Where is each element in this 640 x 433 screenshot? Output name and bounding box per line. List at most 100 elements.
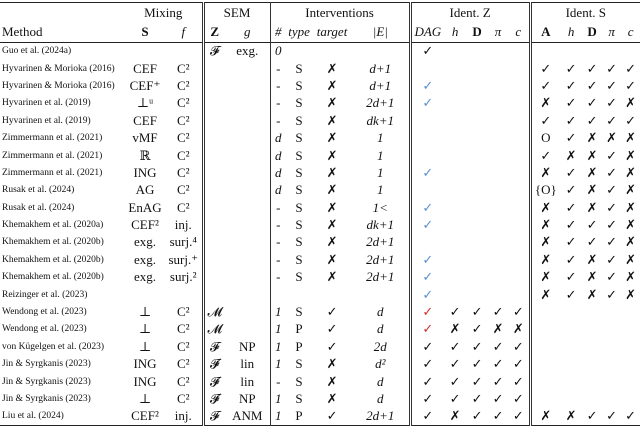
cell: ✓: [606, 147, 618, 163]
cell: [488, 147, 508, 164]
cell: [621, 356, 640, 373]
cell: exg.: [225, 42, 271, 60]
cell: C²: [165, 181, 205, 200]
cell: [488, 164, 508, 181]
cell: S: [295, 95, 303, 111]
cell: ⊥: [138, 304, 152, 320]
cell: [488, 251, 508, 268]
cell: 𝓕: [209, 338, 220, 354]
cell: [466, 251, 488, 268]
cell: [560, 43, 582, 60]
cell: [444, 199, 466, 216]
cell: ✗: [586, 164, 598, 180]
cell: ✓: [471, 304, 483, 320]
cell: dk+1: [352, 216, 412, 234]
cell: [488, 182, 508, 199]
cell: ✓: [508, 338, 532, 356]
cell: [466, 95, 488, 112]
cell: ✓: [586, 95, 598, 111]
cell: [225, 94, 271, 113]
cell: CEF²: [131, 408, 159, 424]
cell: ✗: [586, 251, 598, 267]
cell: C²: [165, 94, 205, 113]
cell: [582, 356, 602, 373]
cell: ✗: [326, 60, 338, 76]
cell: [530, 303, 560, 320]
cell: ✓: [606, 269, 618, 285]
cell: [560, 390, 582, 407]
cell: P: [295, 408, 303, 424]
cell: ✗: [540, 408, 552, 424]
cell: ✗: [508, 320, 532, 339]
cell: CEF⁺: [129, 77, 161, 93]
cell: 2d+1: [352, 94, 412, 113]
table-row: Zimmermann et al. (2021) ℝ C² d S ✗ 1 ✓ ✗ ✗ ✓ ✗: [0, 146, 640, 165]
cell: ✓: [565, 130, 577, 146]
cell: [225, 320, 271, 339]
cell: [125, 43, 165, 60]
method-cell: von Kügelgen et al. (2023): [2, 341, 105, 352]
cell: C²: [165, 303, 205, 321]
cell: [488, 286, 508, 303]
cell: [203, 269, 225, 286]
cell: [352, 42, 412, 60]
method-cell: Khemakhem et al. (2020b): [2, 254, 104, 265]
cell: [560, 338, 582, 355]
group-header: Ident. S: [565, 4, 607, 20]
cell: [225, 164, 271, 182]
group-header: Ident. Z: [410, 2, 532, 23]
table-row: Wendong et al. (2023) ⊥ C² 𝓜 1 P ✓ d ✓ ✗ ✓ ✗ ✗: [0, 320, 640, 339]
cell: ✗: [326, 373, 338, 389]
cell: -: [276, 251, 281, 267]
cell: [508, 216, 532, 234]
table-row: Jin & Syrgkanis (2023) ⊥ C² 𝓕̸ NP 1 S ✗ d ✓ ✓ ✓ ✓ ✓: [0, 390, 640, 408]
cell: [444, 147, 466, 164]
cell: ✗: [540, 217, 552, 233]
cell: C²: [165, 77, 205, 95]
cell: [602, 390, 621, 407]
cell: ✗: [449, 408, 461, 424]
cell: [352, 285, 412, 304]
table-row: Rusak et al. (2024) EnAG C² - S ✗ 1< ✓ ✗ ✓ ✗ ✓ ✗: [0, 199, 640, 217]
cell: ✓: [606, 164, 618, 180]
group-header: Interventions: [270, 2, 412, 23]
cell: [165, 285, 205, 304]
table-row: Khemakhem et al. (2020b) exg. surj.² - S ✗ 2d+…: [0, 268, 640, 286]
cell: [466, 182, 488, 199]
cell: d: [275, 130, 282, 146]
cell: [203, 147, 225, 164]
cell: ✗: [326, 269, 338, 285]
cell: [203, 112, 225, 129]
cell: [621, 303, 640, 320]
cell: [203, 199, 225, 216]
cell: C²: [165, 372, 205, 391]
column-header: D: [472, 24, 482, 40]
cell: ✗: [326, 234, 338, 250]
cell: ✗: [326, 130, 338, 146]
cell: ✓: [471, 391, 483, 406]
cell: S: [295, 164, 303, 180]
column-header: c: [508, 22, 532, 43]
cell: -: [276, 95, 281, 111]
cell: ✓: [606, 112, 618, 128]
cell: [466, 147, 488, 164]
cell: S: [295, 391, 303, 406]
method-cell: Guo et al. (2024a): [2, 46, 72, 57]
cell: ✓: [565, 217, 577, 233]
cell: 1: [275, 408, 282, 424]
cell: exg.: [133, 269, 157, 285]
cell: [225, 146, 271, 165]
cell: ✓: [422, 356, 434, 372]
header-spacer: [0, 3, 125, 23]
column-header: #: [275, 24, 282, 40]
column-header: π: [494, 24, 502, 40]
cell: [444, 234, 466, 251]
cell: 2d+1: [352, 233, 412, 252]
cell: 1<: [352, 199, 412, 217]
cell: NP: [225, 338, 271, 356]
cell: 𝓕: [209, 408, 220, 424]
cell: [444, 77, 466, 94]
cell: [203, 95, 225, 112]
cell: [203, 129, 225, 146]
